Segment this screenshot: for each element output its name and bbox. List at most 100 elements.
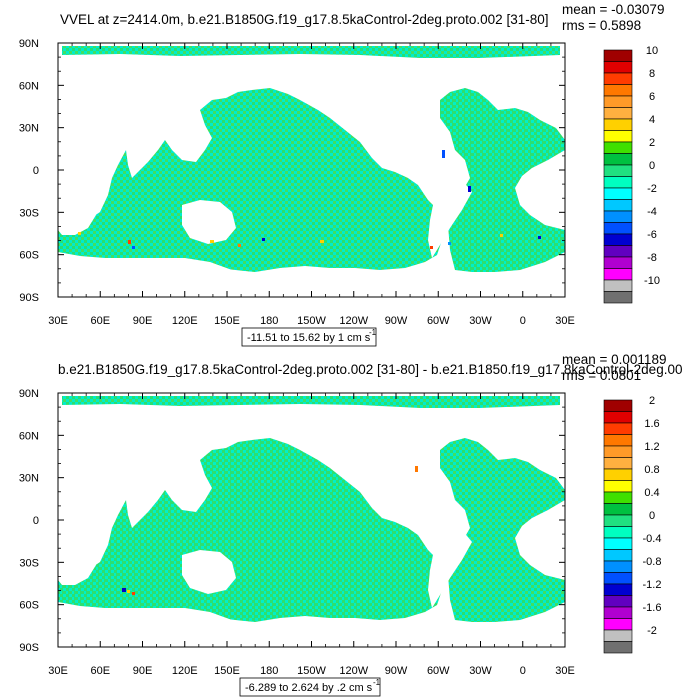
x-tick-label: 120E	[172, 315, 198, 327]
colorbar-swatch	[603, 141, 633, 154]
x-tick-label: 150W	[297, 315, 326, 327]
panel-1-axes: 30E 60E 90E 120E 150E 180 150W 120W 90W 60W 30W 0 30…	[19, 38, 575, 327]
colorbar-swatch	[603, 199, 633, 212]
x-tick-label: 180	[260, 665, 278, 677]
x-tick-label: 30E	[555, 665, 575, 677]
panel-2-range-box: -6.289 to 2.624 by .2 cm s -1	[239, 677, 381, 697]
colorbar-swatch	[603, 491, 633, 504]
colorbar-label: -4	[647, 206, 657, 218]
colorbar-label: -2	[647, 183, 657, 195]
colorbar-label: 8	[649, 68, 655, 80]
y-tick-label: 0	[33, 165, 39, 177]
land-antarctica	[58, 262, 565, 297]
y-tick-label: 30N	[19, 473, 39, 485]
colorbar-swatch	[603, 291, 633, 304]
colorbar-label: -2	[647, 625, 657, 637]
y-tick-label: 90S	[19, 642, 39, 654]
colorbar-label: -10	[644, 275, 660, 287]
colorbar-swatch	[603, 514, 633, 527]
y-tick-label: 90N	[19, 388, 39, 400]
x-tick-label: 90W	[385, 665, 408, 677]
colorbar-swatch	[603, 72, 633, 85]
ocean-arctic	[62, 46, 560, 58]
colorbar-label: 0.4	[644, 487, 659, 499]
panel-1-colorbar: 10 8 6 4 2 0 -2 -4 -6 -8 -10	[603, 45, 660, 304]
colorbar-swatch	[603, 84, 633, 97]
panel-2-colorbar: 2 1.6 1.2 0.8 0.4 0 -0.4 -0.8 -1.2 -1.6 -2	[603, 395, 662, 654]
y-tick-label: 30S	[19, 557, 39, 569]
colorbar-swatch	[603, 411, 633, 424]
colorbar-swatch	[603, 107, 633, 120]
colorbar-label: 0.8	[644, 464, 659, 476]
colorbar-swatch	[603, 629, 633, 642]
colorbar-swatch	[603, 572, 633, 585]
colorbar-swatch	[603, 480, 633, 493]
colorbar-swatch	[603, 210, 633, 223]
panel-1-title: VVEL at z=2414.0m, b.e21.B1850G.f19_g17.…	[60, 12, 548, 27]
land-africa	[58, 150, 100, 235]
x-tick-label: 120W	[339, 315, 368, 327]
colorbar-swatch	[603, 468, 633, 481]
x-tick-label: 30W	[469, 315, 492, 327]
panel-2-speckles	[122, 466, 418, 595]
x-tick-label: 90E	[133, 315, 153, 327]
colorbar-swatch	[603, 560, 633, 573]
colorbar-swatch	[603, 618, 633, 631]
y-tick-label: 30S	[19, 207, 39, 219]
colorbar-swatch	[603, 256, 633, 269]
x-tick-label: 0	[520, 315, 526, 327]
land-antarctica-2	[58, 612, 565, 647]
colorbar-label: 1.6	[644, 418, 659, 430]
colorbar-swatch	[603, 118, 633, 131]
y-tick-label: 60S	[19, 250, 39, 262]
colorbar-label: 6	[649, 91, 655, 103]
x-tick-label: 60E	[90, 315, 110, 327]
x-tick-label: 150E	[214, 315, 240, 327]
land-africa-2	[58, 500, 100, 585]
colorbar-label: 1.2	[644, 441, 659, 453]
colorbar-label: 2	[649, 137, 655, 149]
colorbar-swatch	[603, 176, 633, 189]
panel-1-map	[58, 46, 565, 297]
panel-1-range-exponent: -1	[369, 328, 377, 337]
colorbar-swatch	[603, 526, 633, 539]
colorbar-swatch	[603, 187, 633, 200]
x-tick-label: 30E	[48, 665, 68, 677]
colorbar-label: -8	[647, 252, 657, 264]
x-tick-label: 60W	[427, 315, 450, 327]
colorbar-swatch	[603, 222, 633, 235]
colorbar-swatch	[603, 164, 633, 177]
x-tick-label: 150W	[297, 665, 326, 677]
colorbar-swatch	[603, 537, 633, 550]
panel-2: b.e21.B1850G.f19_g17.8.5kaControl-2deg.p…	[19, 352, 682, 697]
colorbar-swatch	[603, 268, 633, 281]
colorbar-label: 4	[649, 114, 655, 126]
panel-1-speckles	[78, 150, 541, 249]
colorbar-label: -1.6	[643, 602, 662, 614]
colorbar-label: 0	[649, 510, 655, 522]
y-tick-label: 90N	[19, 38, 39, 50]
ocean-indian-pacific-2	[58, 438, 445, 622]
panel-2-map	[58, 396, 565, 647]
colorbar-swatch	[603, 153, 633, 166]
panel-2-range-label: -6.289 to 2.624 by .2 cm s	[245, 682, 373, 694]
colorbar-swatch	[603, 279, 633, 292]
colorbar-swatch	[603, 245, 633, 258]
y-tick-label: 60N	[19, 430, 39, 442]
colorbar-swatch	[603, 422, 633, 435]
colorbar-swatch	[603, 434, 633, 447]
panel-2-range-exponent: -1	[373, 678, 381, 687]
x-tick-label: 60E	[90, 665, 110, 677]
colorbar-label: -0.8	[643, 556, 662, 568]
ocean-indian-pacific	[58, 88, 445, 272]
panel-1-rms: rms = 0.5898	[562, 18, 641, 33]
colorbar-swatch	[603, 49, 633, 62]
colorbar-swatch	[603, 233, 633, 246]
y-tick-label: 90S	[19, 292, 39, 304]
panel-2-axes: 30E 60E 90E 120E 150E 180 150W 120W 90W 60W 30W 0 30…	[19, 388, 575, 677]
x-tick-label: 30W	[469, 665, 492, 677]
y-tick-label: 60S	[19, 600, 39, 612]
colorbar-swatch	[603, 399, 633, 412]
land-south-america	[428, 180, 472, 258]
